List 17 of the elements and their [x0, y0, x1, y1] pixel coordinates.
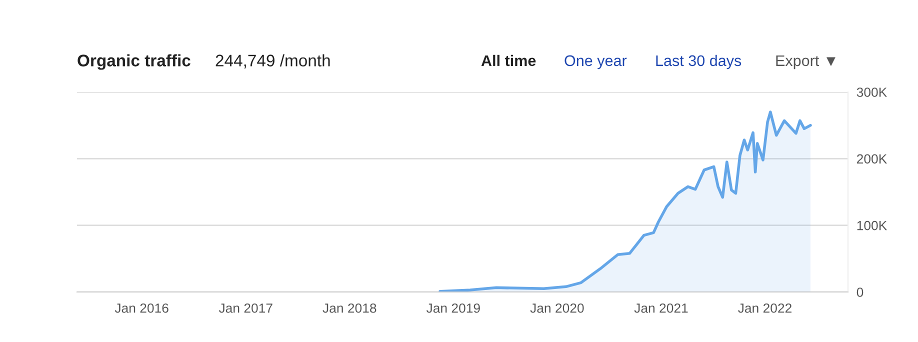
- x-tick-label: Jan 2020: [530, 303, 584, 313]
- x-tick-label: Jan 2021: [634, 303, 688, 313]
- chart-subtitle: 244,749 /month: [216, 54, 330, 68]
- y-tick-label: 200K: [856, 154, 887, 164]
- y-tick-label: 300K: [856, 88, 887, 97]
- text: One year: [564, 55, 627, 70]
- chart-title: Organic traffic: [78, 54, 190, 70]
- text: All time: [481, 54, 536, 66]
- x-tick-label: Jan 2019: [426, 303, 480, 313]
- text: Last 30 days: [656, 54, 742, 70]
- x-tick-label: Jan 2017: [218, 303, 272, 313]
- x-tick-label: Jan 2018: [322, 303, 376, 313]
- x-tick-label: Jan 2016: [114, 303, 168, 313]
- text: Export ▼: [776, 55, 836, 70]
- y-tick-label: 100K: [857, 220, 887, 230]
- y-tick-label: 0: [856, 288, 864, 297]
- x-tick-label: Jan 2022: [738, 303, 792, 313]
